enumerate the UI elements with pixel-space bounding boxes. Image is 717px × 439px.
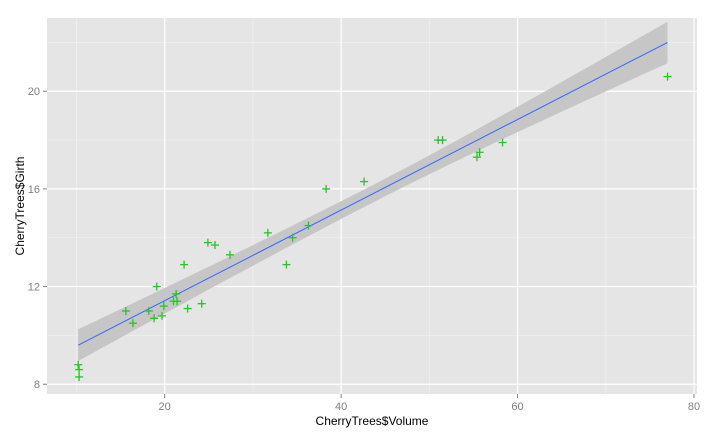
data-point: [472, 153, 481, 162]
y-tick-label: 16: [28, 184, 40, 196]
y-tick-label: 12: [28, 282, 40, 294]
data-point: [75, 372, 84, 381]
x-axis-title: CherryTrees$Volume: [316, 414, 429, 428]
data-point: [475, 148, 484, 157]
data-point: [172, 289, 181, 298]
data-point: [75, 365, 84, 374]
data-point: [180, 260, 189, 269]
data-point: [210, 241, 219, 250]
x-tick-label: 60: [511, 401, 523, 413]
x-tick-label: 80: [688, 401, 700, 413]
y-axis-title: CherryTrees$Girth: [13, 157, 27, 256]
data-point: [159, 302, 168, 311]
data-point: [74, 360, 83, 369]
data-point: [150, 314, 159, 323]
x-tick-label: 40: [335, 401, 347, 413]
data-point: [498, 138, 507, 147]
data-point: [144, 306, 153, 315]
x-tick-label: 20: [159, 401, 171, 413]
data-point: [282, 260, 291, 269]
data-point: [663, 72, 672, 81]
minor-gridlines: [47, 18, 697, 394]
data-point: [128, 319, 137, 328]
data-point: [225, 250, 234, 259]
data-point: [197, 299, 206, 308]
data-point: [183, 304, 192, 313]
data-point: [360, 177, 369, 186]
x-axis-ticks: 20 40 60 80: [159, 394, 700, 413]
confidence-band: [78, 21, 668, 361]
data-point: [322, 184, 331, 193]
y-tick-label: 20: [28, 86, 40, 98]
data-point: [158, 311, 167, 320]
data-point: [304, 221, 313, 230]
data-point: [434, 136, 443, 145]
data-point: [263, 228, 272, 237]
y-tick-label: 8: [34, 379, 40, 391]
data-point: [288, 233, 297, 242]
data-point: [203, 238, 212, 247]
data-points: [74, 72, 672, 381]
data-point: [173, 297, 182, 306]
data-point: [121, 306, 130, 315]
y-axis-ticks: 8 12 16 20: [28, 86, 47, 391]
data-point: [152, 282, 161, 291]
